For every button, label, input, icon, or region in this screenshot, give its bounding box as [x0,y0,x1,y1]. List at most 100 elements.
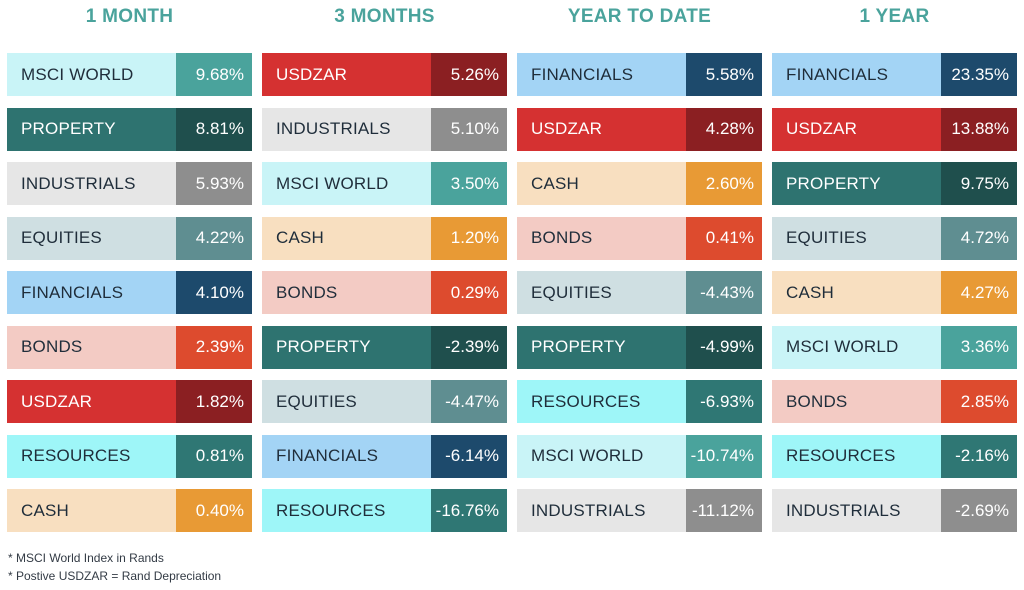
asset-label: PROPERTY [262,325,431,369]
table-row: PROPERTY 8.81% [7,107,252,151]
asset-label: EQUITIES [772,216,941,260]
return-value: 2.85% [941,380,1017,423]
table-row: MSCI WORLD 3.50% [262,162,507,205]
table-row: USDZAR 5.26% [262,53,507,96]
table-row: FINANCIALS -6.14% [262,434,507,478]
table-row: BONDS 2.39% [7,325,252,369]
asset-label: INDUSTRIALS [7,162,176,205]
asset-label: CASH [772,271,941,314]
table-row: MSCI WORLD 3.36% [772,325,1017,369]
return-value: 4.10% [176,271,252,314]
asset-label: INDUSTRIALS [262,107,431,151]
column-title: 1 MONTH [85,6,174,27]
asset-label: CASH [517,162,686,205]
asset-label: CASH [7,489,176,532]
table-row: EQUITIES -4.43% [517,271,762,314]
return-value: 1.20% [431,216,507,260]
column-title: YEAR TO DATE [567,6,712,27]
asset-label: FINANCIALS [7,271,176,314]
table-row: USDZAR 13.88% [772,107,1017,151]
asset-label: MSCI WORLD [517,434,686,478]
return-value: 2.39% [176,325,252,369]
asset-label: USDZAR [7,380,176,423]
return-value: 23.35% [941,53,1017,96]
asset-label: MSCI WORLD [772,325,941,369]
table-row: RESOURCES -6.93% [517,380,762,423]
return-value: -11.12% [686,489,762,532]
table-row: FINANCIALS 5.58% [517,53,762,96]
return-value: -10.74% [686,434,762,478]
asset-label: PROPERTY [7,107,176,151]
return-value: 4.22% [176,216,252,260]
table-row: MSCI WORLD -10.74% [517,434,762,478]
asset-label: BONDS [7,325,176,369]
table-row: CASH 2.60% [517,162,762,205]
asset-label: RESOURCES [262,489,431,532]
asset-label: EQUITIES [7,216,176,260]
table-row: BONDS 0.41% [517,216,762,260]
table-row: USDZAR 1.82% [7,380,252,423]
return-value: 3.50% [431,162,507,205]
table-row: FINANCIALS 4.10% [7,271,252,314]
asset-label: PROPERTY [772,162,941,205]
asset-label: RESOURCES [517,380,686,423]
return-value: 8.81% [176,107,252,151]
return-value: 3.36% [941,325,1017,369]
return-value: -2.69% [941,489,1017,532]
table-row: USDZAR 4.28% [517,107,762,151]
asset-label: BONDS [517,216,686,260]
table-row: PROPERTY -2.39% [262,325,507,369]
footnote-msci: * MSCI World Index in Rands [8,551,164,565]
table-row: BONDS 0.29% [262,271,507,314]
return-value: 13.88% [941,107,1017,151]
table-row: PROPERTY 9.75% [772,162,1017,205]
table-row: BONDS 2.85% [772,380,1017,423]
table-row: PROPERTY -4.99% [517,325,762,369]
asset-label: EQUITIES [262,380,431,423]
return-value: 0.81% [176,434,252,478]
return-value: -6.14% [431,434,507,478]
table-row: RESOURCES -2.16% [772,434,1017,478]
return-value: 4.27% [941,271,1017,314]
asset-label: INDUSTRIALS [772,489,941,532]
return-value: 5.93% [176,162,252,205]
asset-label: MSCI WORLD [262,162,431,205]
asset-label: USDZAR [262,53,431,96]
return-value: -2.39% [431,325,507,369]
return-value: -16.76% [431,489,507,532]
asset-label: RESOURCES [7,434,176,478]
return-value: 1.82% [176,380,252,423]
table-row: MSCI WORLD 9.68% [7,53,252,96]
table-row: RESOURCES -16.76% [262,489,507,532]
asset-label: CASH [262,216,431,260]
table-row: CASH 4.27% [772,271,1017,314]
return-value: -6.93% [686,380,762,423]
asset-label: USDZAR [772,107,941,151]
return-value: 0.29% [431,271,507,314]
return-value: 9.75% [941,162,1017,205]
asset-label: MSCI WORLD [7,53,176,96]
asset-label: EQUITIES [517,271,686,314]
table-row: EQUITIES 4.22% [7,216,252,260]
table-row: RESOURCES 0.81% [7,434,252,478]
return-value: 0.40% [176,489,252,532]
asset-label: FINANCIALS [517,53,686,96]
return-value: 5.26% [431,53,507,96]
asset-label: USDZAR [517,107,686,151]
asset-label: BONDS [262,271,431,314]
return-value: 0.41% [686,216,762,260]
asset-label: PROPERTY [517,325,686,369]
asset-label: INDUSTRIALS [517,489,686,532]
return-value: -2.16% [941,434,1017,478]
column-title: 3 MONTHS [334,6,435,27]
table-row: EQUITIES 4.72% [772,216,1017,260]
column-title: 1 YEAR [859,6,930,27]
table-row: CASH 0.40% [7,489,252,532]
return-value: -4.99% [686,325,762,369]
return-value: 4.28% [686,107,762,151]
table-row: EQUITIES -4.47% [262,380,507,423]
table-row: INDUSTRIALS 5.10% [262,107,507,151]
asset-label: RESOURCES [772,434,941,478]
table-row: CASH 1.20% [262,216,507,260]
